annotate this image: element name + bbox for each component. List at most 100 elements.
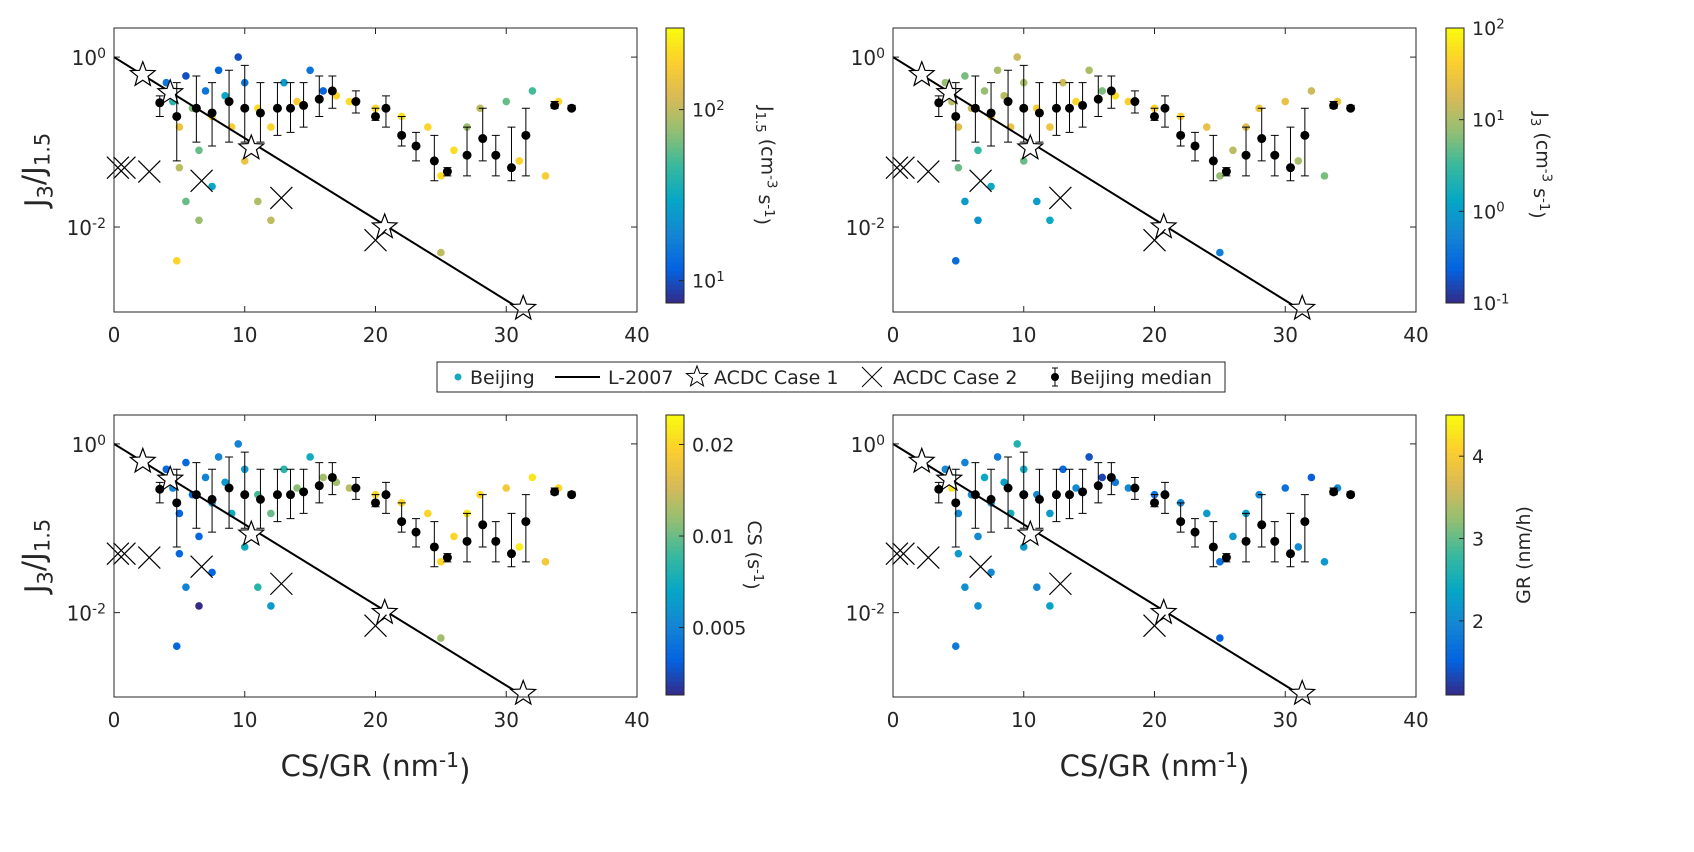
median-point [255,108,265,118]
x-tick-label: 10 [232,323,257,347]
acdc-case-2-cross [892,156,915,180]
median-point [381,490,391,500]
median-point [286,103,296,113]
beijing-point [201,473,210,482]
colorbar-segment [1446,615,1464,621]
y-tick-label: 100 [72,46,106,70]
beijing-point [987,568,995,577]
colorbar-segment [666,50,684,56]
median-point [1034,494,1044,504]
colorbar-segment [1446,59,1464,66]
beijing-point [961,458,969,467]
colorbar-segment [1446,647,1464,654]
beijing-point [234,440,243,448]
colorbar-tick-label: 0.01 [692,526,734,548]
median-point [506,163,516,173]
median-point [255,494,265,504]
x-tick-label: 0 [108,323,121,347]
x-tick-label: 20 [363,708,388,732]
colorbar-segment [666,419,684,425]
y-tick-label-base: 10 [846,216,871,240]
colorbar-tick-label: 0.02 [692,434,734,456]
y-tick-label: 100 [851,433,885,457]
x-tick-label: 20 [363,323,388,347]
median-point [411,141,421,151]
colorbar-segment [1446,73,1464,79]
median-point [951,498,961,508]
acdc-case-2-cross [969,169,993,193]
colorbar-segment [666,414,684,421]
beijing-point [240,543,249,551]
x-tick-label: 30 [494,323,519,347]
median-point [207,108,217,118]
median-point [1270,536,1280,546]
colorbar-segment [666,160,684,166]
colorbar-label-part: CS (s [743,520,765,569]
median-point [462,150,472,160]
colorbar-segment [666,465,684,472]
colorbar-segment [1446,169,1464,176]
acdc-case-1-star [907,446,936,474]
median-point [224,483,234,493]
colorbar-segment [1446,82,1464,89]
y-tick-label-base: 10 [72,433,97,457]
colorbar-segment [666,554,684,561]
colorbar-segment [666,661,684,668]
acdc-case-2-cross [137,160,161,183]
colorbar-segment [1446,45,1464,52]
median-point [1051,103,1061,113]
colorbar-segment [1446,503,1464,509]
median-point [567,103,577,113]
colorbar-label: GR (nm/h) [1513,506,1535,604]
y-tick-label: 100 [851,46,885,70]
colorbar-segment [666,233,684,240]
x-tick-label: 40 [624,708,649,732]
y-axis-label-part: 1.5 [31,519,55,552]
axes-background [114,28,637,312]
colorbar-label-part: 1.5 [752,112,767,133]
colorbar-segment [1446,55,1464,61]
median-point [327,472,337,482]
x-axis-label: CS/GR (nm-1) [1060,748,1250,787]
legend-label: Beijing median [1070,367,1212,389]
beijing-point [1019,543,1028,551]
x-tick-label: 40 [1403,708,1428,732]
beijing-point [1046,509,1054,518]
median-point [1065,103,1075,113]
colorbar-segment [1446,428,1464,435]
beijing-point [254,197,262,206]
colorbar-segment [666,146,684,153]
colorbar-box [665,414,685,696]
legend-marker [1051,373,1059,381]
median-point [155,98,165,108]
beijing-point [1216,634,1224,642]
acdc-case-1-star [1016,133,1045,160]
acdc-case-2-cross [269,572,293,596]
colorbar-segment [1446,137,1464,144]
axes-background [114,415,637,697]
colorbar-segment [1446,568,1464,575]
colorbar-segment [1446,559,1464,565]
y-axis-label-part: /J [16,552,51,571]
y-tick-label-exponent: 0 [97,46,106,62]
colorbar-segment [1446,675,1464,682]
beijing-point [541,558,550,566]
colorbar-segment [666,633,684,640]
median-point [567,490,577,500]
colorbar-segment [1446,210,1464,217]
colorbar-tick-label-exponent: 1 [716,270,724,285]
beijing-point [175,509,184,518]
y-tick-label-exponent: 0 [876,46,885,62]
beijing-point [1072,97,1080,106]
acdc-case-2-cross [885,542,909,566]
beijing-point [1033,583,1041,592]
colorbar-segment [1446,447,1464,453]
colorbar-segment [666,489,684,495]
median-error-bar [951,82,960,162]
beijing-point [961,583,969,592]
colorbar-segment [666,183,684,189]
colorbar-segment [666,297,684,304]
beijing-point [450,146,458,155]
colorbar-tick-label-exponent: 2 [716,99,724,114]
y-tick-label: 10-2 [67,216,106,240]
